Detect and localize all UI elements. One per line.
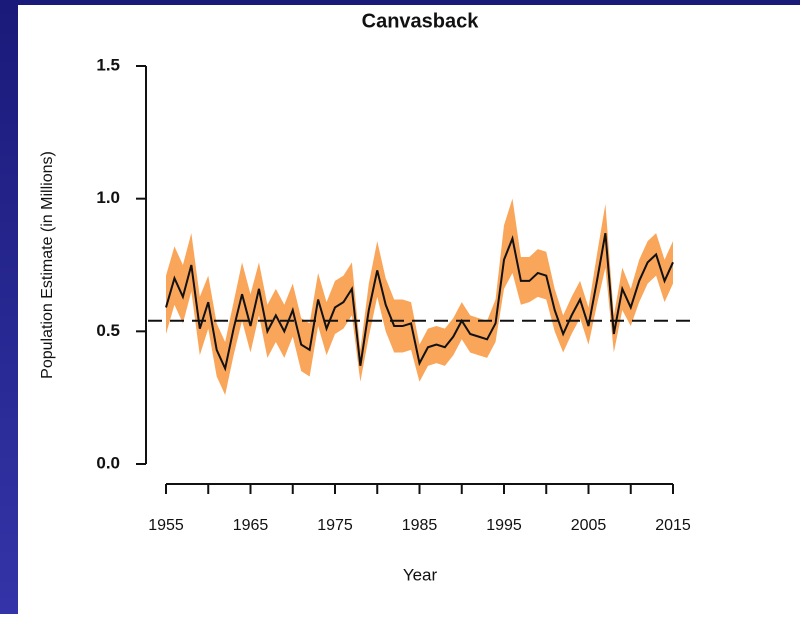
x-tick-label: 1995: [486, 517, 522, 534]
x-tick-label: 2005: [571, 517, 607, 534]
y-tick-label: 1.0: [96, 188, 120, 207]
x-tick-label: 2015: [655, 517, 691, 534]
x-tick-label: 1975: [317, 517, 353, 534]
y-axis-label: Population Estimate (in Millions): [39, 151, 56, 379]
confidence-band: [166, 198, 673, 396]
y-tick-label: 0.5: [96, 321, 120, 340]
y-tick-label: 0.0: [96, 453, 120, 472]
x-tick-label: 1985: [402, 517, 438, 534]
x-axis-label: Year: [403, 565, 438, 584]
y-tick-label: 1.5: [96, 55, 120, 74]
x-tick-label: 1965: [233, 517, 269, 534]
estimate-line: [165, 232, 674, 372]
x-tick-label: 1955: [148, 517, 184, 534]
chart-title: Canvasback: [362, 10, 480, 32]
